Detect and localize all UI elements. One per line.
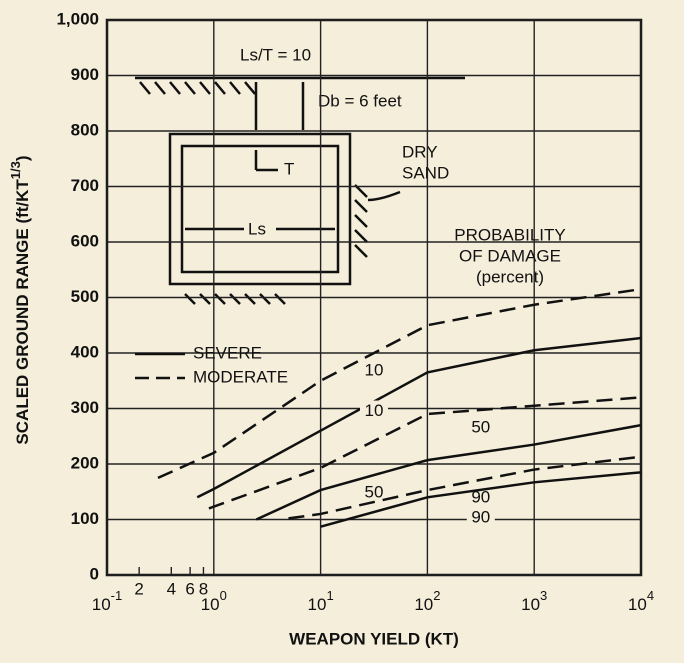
y-tick-label: 600: [71, 231, 99, 250]
curve-label: 10: [365, 360, 384, 379]
x-tick-base: 10: [201, 595, 220, 614]
x-tick-label: 4: [167, 579, 176, 598]
y-tick-label: 200: [71, 453, 99, 472]
soil-label: DRY: [402, 142, 438, 161]
label-bg: [360, 360, 388, 382]
label-bg: [318, 88, 418, 114]
label-bg: [466, 486, 495, 509]
thickness-label: T: [284, 159, 294, 178]
depth-label: Db = 6 feet: [318, 91, 402, 110]
structure-outer: [168, 132, 352, 286]
legend-title: OF DAMAGE: [459, 246, 561, 265]
curve-label: 50: [471, 417, 490, 436]
y-tick-label: 100: [71, 509, 99, 528]
x-tick-label: 102: [414, 588, 440, 614]
y-tick-label: 500: [71, 287, 99, 306]
y-title-exp: 1/3: [8, 161, 23, 179]
inset-diagram: Ls/T = 10 Db = 6 feet T Ls DRY SAND: [135, 40, 465, 305]
y-axis-title: SCALED GROUND RANGE (ft/KT1/3): [8, 155, 32, 444]
structure-inner: [180, 144, 340, 274]
label-bg: [466, 416, 495, 439]
curve-label: 90: [471, 507, 490, 526]
x-tick-label: 101: [308, 588, 334, 614]
y-title-text: SCALED GROUND RANGE (ft/KT: [13, 179, 32, 445]
data-line: [320, 471, 642, 528]
data-line: [288, 455, 642, 520]
x-tick-base: 10: [308, 595, 327, 614]
x-tick-base: 10: [414, 595, 433, 614]
soil-label: SAND: [402, 163, 449, 182]
label-bg: [244, 218, 276, 240]
y-tick-label: 300: [71, 398, 99, 417]
x-tick-exp: 4: [647, 588, 654, 603]
x-tick-label: 8: [199, 579, 208, 598]
data-line: [208, 396, 642, 510]
data-line: [157, 287, 642, 480]
x-tick-exp: 1: [326, 588, 333, 603]
y-title-end: ): [13, 155, 32, 161]
label-bg: [466, 506, 495, 529]
x-tick-base: 10: [521, 595, 540, 614]
y-tick-label: 900: [71, 65, 99, 84]
ratio-label: Ls/T = 10: [240, 45, 311, 64]
x-tick-exp: 2: [433, 588, 440, 603]
y-tick-label: 800: [71, 120, 99, 139]
legend-label: SEVERE: [193, 343, 262, 362]
span-label: Ls: [248, 219, 266, 238]
x-tick-exp: 3: [540, 588, 547, 603]
x-tick-label: 104: [628, 588, 654, 614]
label-bg: [360, 482, 388, 505]
data-line: [255, 423, 642, 521]
x-axis-title: WEAPON YIELD (KT): [289, 629, 459, 648]
x-tick-label: 100: [201, 588, 227, 614]
y-tick-label: 700: [71, 176, 99, 195]
y-tick-label: 400: [71, 342, 99, 361]
soil-arrow: [367, 190, 401, 202]
curve-label: 90: [471, 487, 490, 506]
label-bg: [360, 400, 388, 423]
y-tick-label: 1,000: [56, 9, 99, 28]
soil-hatch: [139, 81, 256, 95]
x-tick-base: 10: [92, 595, 111, 614]
x-tick-base: 10: [628, 595, 647, 614]
x-tick-label: 2: [134, 579, 143, 598]
x-tick-exp: 0: [220, 588, 227, 603]
x-tick-label: 103: [521, 588, 547, 614]
legend-title: PROBABILITY: [454, 225, 565, 244]
legend-label: MODERATE: [193, 367, 288, 386]
label-bg: [240, 40, 340, 70]
x-tick-label: 10-1: [92, 588, 122, 614]
legend-title: (percent): [476, 267, 544, 286]
curve-label: 10: [365, 401, 384, 420]
y-tick-label: 0: [90, 564, 99, 583]
soil-hatch: [184, 293, 286, 305]
curve-label: 50: [365, 483, 384, 502]
x-tick-label: 6: [185, 579, 194, 598]
x-tick-exp: -1: [111, 588, 123, 603]
soil-hatch: [354, 184, 368, 258]
